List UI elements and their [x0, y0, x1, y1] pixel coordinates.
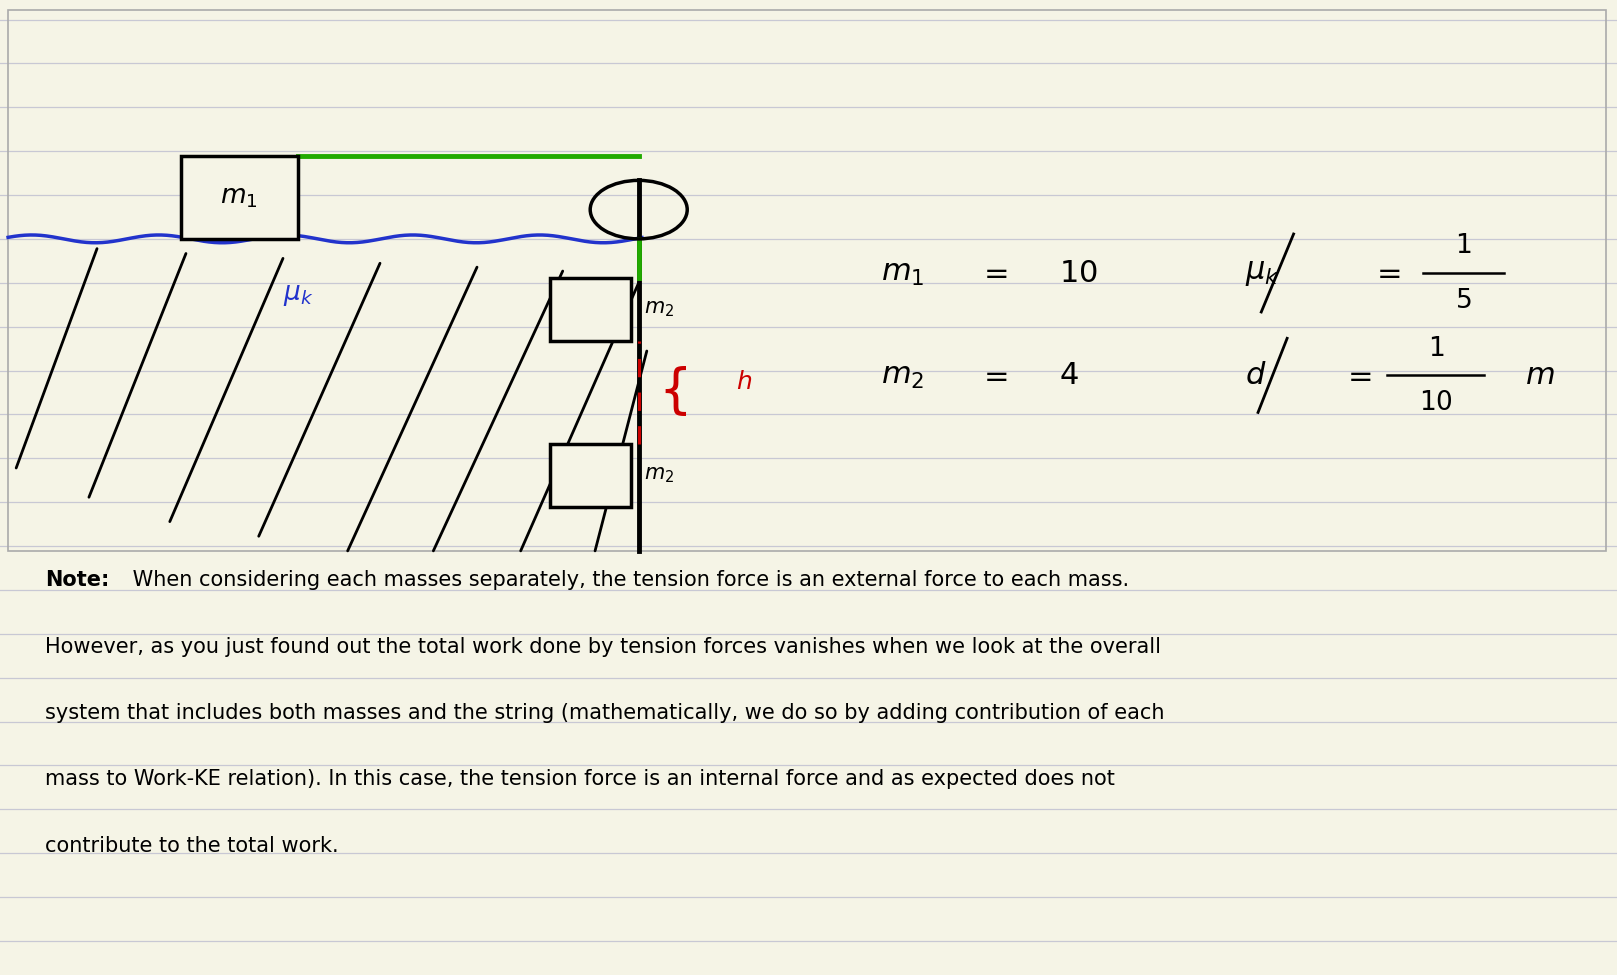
Text: $m_2$: $m_2$ — [644, 299, 674, 320]
Text: $\mu_k$: $\mu_k$ — [283, 283, 314, 308]
Text: system that includes both masses and the string (mathematically, we do so by add: system that includes both masses and the… — [45, 703, 1164, 723]
Text: $m_1$: $m_1$ — [220, 185, 259, 210]
Text: $m_1$: $m_1$ — [881, 257, 925, 289]
Text: contribute to the total work.: contribute to the total work. — [45, 836, 340, 856]
Text: {: { — [658, 367, 692, 418]
Text: $10$: $10$ — [1059, 257, 1098, 289]
Text: When considering each masses separately, the tension force is an external force : When considering each masses separately,… — [126, 570, 1129, 591]
Text: $=$: $=$ — [978, 257, 1009, 289]
Text: $4$: $4$ — [1059, 360, 1079, 391]
FancyBboxPatch shape — [550, 278, 631, 341]
FancyBboxPatch shape — [550, 444, 631, 507]
Text: $1$: $1$ — [1455, 233, 1471, 258]
Text: $h$: $h$ — [736, 371, 752, 394]
Text: $=$: $=$ — [978, 360, 1009, 391]
Text: Note:: Note: — [45, 570, 110, 591]
Text: $=$: $=$ — [1342, 360, 1373, 391]
Text: $m_2$: $m_2$ — [881, 360, 925, 391]
Text: $5$: $5$ — [1455, 288, 1471, 313]
Text: However, as you just found out the total work done by tension forces vanishes wh: However, as you just found out the total… — [45, 637, 1161, 657]
FancyBboxPatch shape — [181, 156, 298, 239]
Text: $m_2$: $m_2$ — [644, 465, 674, 486]
Text: mass to Work-KE relation). In this case, the tension force is an internal force : mass to Work-KE relation). In this case,… — [45, 769, 1116, 790]
Text: $\mu_k$: $\mu_k$ — [1245, 257, 1281, 289]
Text: $m$: $m$ — [1525, 360, 1554, 391]
Text: $10$: $10$ — [1420, 390, 1452, 415]
Text: $1$: $1$ — [1428, 335, 1444, 361]
Text: $=$: $=$ — [1371, 257, 1402, 289]
Text: $d$: $d$ — [1245, 360, 1266, 391]
